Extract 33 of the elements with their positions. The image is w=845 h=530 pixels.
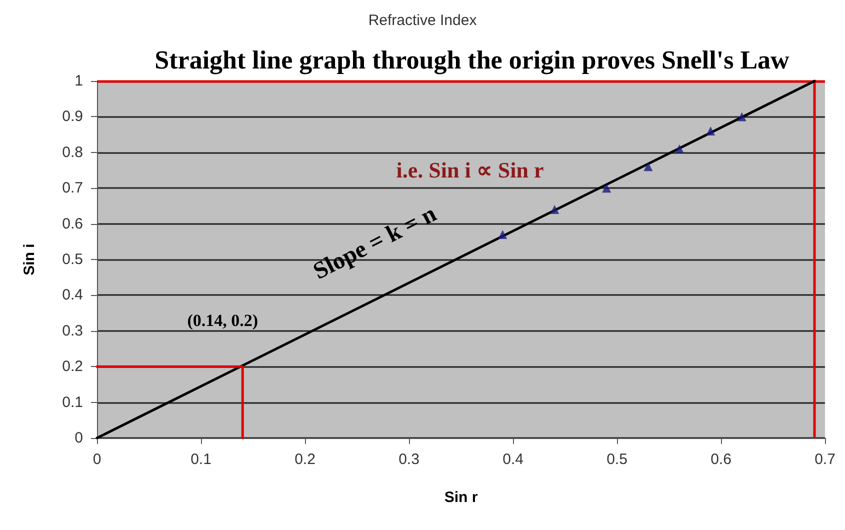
y-axis-title: Sin i [21, 244, 38, 276]
x-tick-label: 0.5 [606, 451, 628, 468]
y-tick-label: 0 [74, 430, 83, 446]
y-tick-label: 0.5 [62, 251, 83, 268]
y-tick-label: 0.2 [62, 358, 83, 376]
y-tick-label: 1 [74, 72, 83, 90]
y-tick-label: 0.4 [62, 286, 83, 304]
x-axis-title: Sin r [444, 489, 478, 506]
x-tick-label: 0.1 [190, 451, 212, 468]
y-tick-label: 0.1 [62, 394, 83, 411]
x-tick-label: 0.4 [502, 451, 524, 468]
text: Straight line graph through the origin proves Snell's Law [154, 46, 790, 74]
point [674, 144, 684, 154]
point [550, 205, 560, 214]
chart-title: Refractive Index [368, 12, 478, 29]
point [644, 162, 653, 172]
x-tick-label: 0 [92, 451, 102, 468]
point [706, 126, 716, 136]
y-tick-label: 0.6 [62, 215, 83, 232]
point [498, 230, 508, 240]
point [602, 184, 612, 193]
x-tick-label: 0.6 [710, 451, 732, 468]
annotation: i.e. Sin i ∝ Sin r [396, 158, 544, 182]
y-tick-label: 0.3 [62, 322, 83, 340]
y-tick-label: 0.9 [62, 108, 83, 126]
annotation: Slope = k = n [309, 201, 441, 285]
y-tick-label: 0.8 [62, 144, 83, 161]
y-tick-label: 0.7 [62, 180, 83, 197]
x-tick-label: 0.7 [814, 451, 836, 468]
point [737, 112, 746, 122]
annotation: (0.14, 0.2) [187, 311, 258, 330]
x-tick-label: 0.2 [294, 451, 316, 468]
x-tick-label: 0.3 [398, 451, 420, 468]
